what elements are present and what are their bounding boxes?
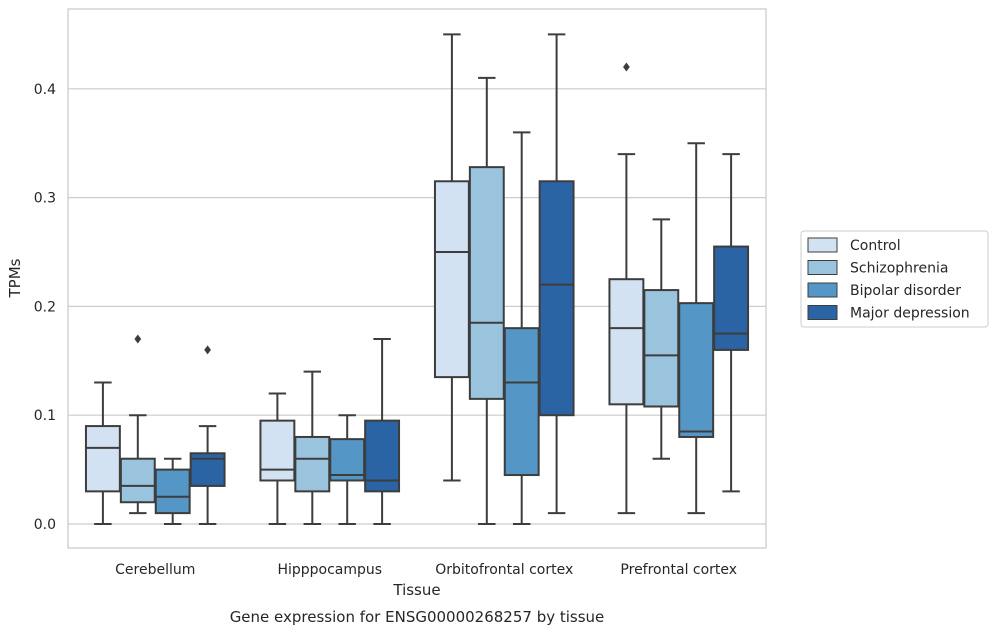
box-rect [154,468,191,515]
box-rect [643,289,680,408]
box [189,345,226,525]
box [678,142,715,515]
box-rect [608,278,645,406]
x-tick-label: Cerebellum [115,562,195,578]
outlier-point [204,345,211,355]
x-tick-label: Hipppocampus [277,562,382,578]
legend-label: Schizophrenia [850,261,948,277]
grid-lines [68,88,766,525]
box-rect [294,435,331,493]
y-tick-label: 0.0 [34,517,56,533]
box-series [84,33,750,525]
legend-label: Control [850,238,901,254]
y-tick-label: 0.4 [34,82,56,98]
box-rect [433,180,470,379]
legend-swatch [807,260,838,275]
box-rect [119,457,156,504]
legend-swatch [807,237,838,253]
box [259,392,296,525]
box [538,33,575,515]
plot-frame [67,8,767,549]
box [468,76,505,525]
box [713,153,750,493]
box [154,457,191,525]
outlier-point [134,334,142,344]
box [84,381,121,525]
legend-swatch [807,305,838,320]
y-tick-label: 0.1 [34,408,56,424]
chart-caption: Gene expression for ENSG00000268257 by t… [230,608,605,626]
box [364,338,401,525]
legend-swatch [807,282,838,298]
box [294,370,331,525]
box-rect [678,302,715,438]
box [119,334,156,515]
legend: Control Schizophrenia Bipolar disorder Majo… [800,230,989,328]
x-tick-labels: Cerebellum Hipppocampus Orbitofrontal cort… [115,562,737,578]
legend-label: Bipolar disorder [850,283,961,299]
box-rect [84,425,121,493]
box [608,62,645,515]
box [643,218,680,460]
y-tick-labels: 0.0 0.1 0.2 0.3 0.4 [34,82,56,533]
box-rect [538,180,575,417]
legend-frame [800,230,989,328]
box [433,33,470,482]
box-rect [468,166,505,400]
x-tick-label: Prefrontal cortex [620,562,737,578]
box-rect [259,419,296,482]
y-tick-label: 0.2 [34,299,56,315]
x-axis-label: Tissue [392,581,440,599]
y-axis-label: TPMs [6,258,24,298]
x-tick-label: Orbitofrontal cortex [435,562,573,578]
outlier-point [623,62,630,72]
box [503,131,540,525]
legend-label: Major depression [850,306,970,322]
box-rect [329,438,366,482]
box-rect [503,327,540,477]
y-tick-label: 0.3 [34,191,56,207]
box [329,414,366,525]
